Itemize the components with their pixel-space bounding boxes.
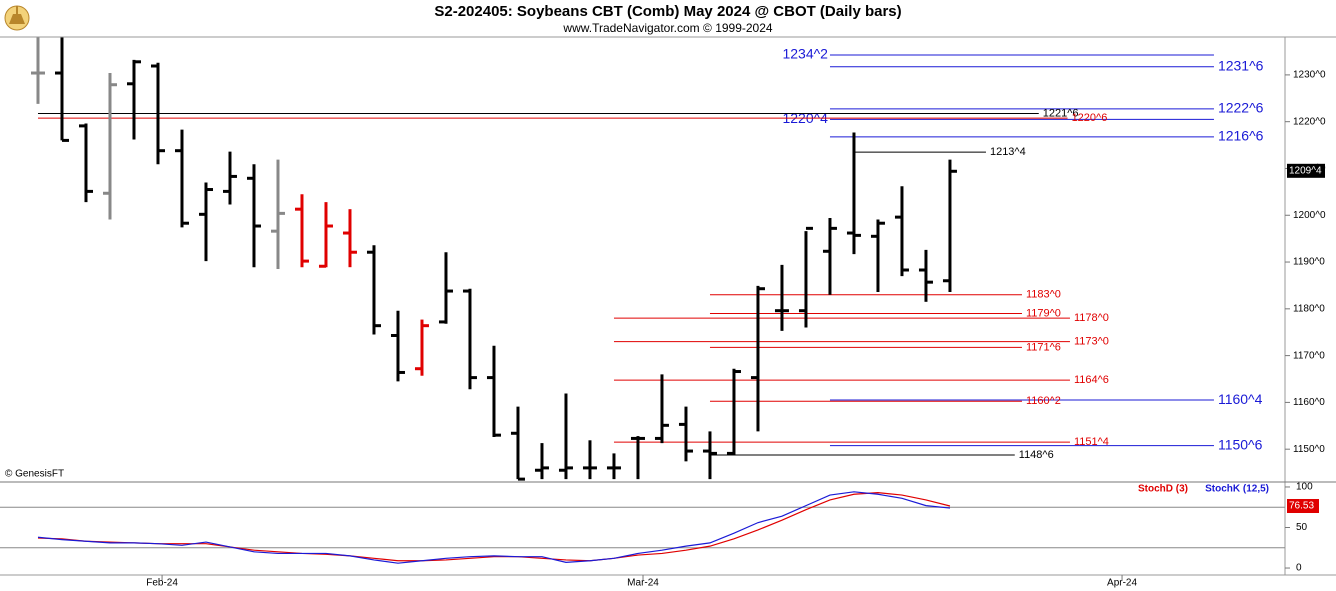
y-tick-label: 1200^0 (1293, 210, 1326, 221)
y-tick-label: 50 (1296, 522, 1308, 533)
level-label: 1151^4 (1074, 436, 1109, 448)
level-label: 1213^4 (990, 146, 1026, 158)
level-label: 1221^6 (1043, 107, 1079, 119)
level-label: 1173^0 (1074, 335, 1109, 347)
y-tick-label: 1220^0 (1293, 116, 1326, 127)
last-price-box (1287, 163, 1325, 178)
legend-entry: StochK (12,5) (1205, 484, 1269, 495)
y-tick-label: 1150^0 (1293, 444, 1325, 455)
level-label: 1222^6 (1218, 100, 1264, 116)
chart-title: S2-202405: Soybeans CBT (Comb) May 2024 … (434, 3, 901, 20)
level-label: 1178^0 (1074, 312, 1109, 324)
level-label: 1179^0 (1026, 307, 1061, 319)
x-tick-label: Mar-24 (627, 578, 659, 589)
x-tick-label: Apr-24 (1107, 578, 1137, 589)
level-label: 1216^6 (1218, 128, 1264, 144)
level-label: 1220^6 (1072, 112, 1108, 124)
level-label: 1160^4 (1218, 391, 1263, 407)
y-tick-label: 1180^0 (1293, 303, 1325, 314)
y-tick-label: 0 (1296, 563, 1302, 574)
y-tick-label: 100 (1296, 482, 1313, 493)
level-label: 1234^2 (782, 46, 828, 62)
legend-entry: StochD (3) (1138, 484, 1188, 495)
level-label: 1183^0 (1026, 289, 1061, 301)
y-tick-label: 1170^0 (1293, 350, 1325, 361)
last-value-box (1287, 498, 1319, 513)
source: © GenesisFT (5, 469, 64, 480)
y-tick-label: 1160^0 (1293, 397, 1325, 408)
level-label: 1164^6 (1074, 374, 1109, 386)
last-value-label: 76.53 (1289, 501, 1314, 512)
chart-subtitle: www.TradeNavigator.com © 1999-2024 (562, 21, 772, 35)
y-tick-label: 1230^0 (1293, 70, 1326, 81)
logo (4, 5, 30, 31)
level-label: 1160^2 (1026, 395, 1061, 407)
last-price-label: 1209^4 (1289, 165, 1322, 176)
y-tick-label: 1190^0 (1293, 257, 1325, 268)
level-label: 1148^6 (1019, 449, 1054, 461)
x-tick-label: Feb-24 (146, 578, 178, 589)
level-label: 1231^6 (1218, 57, 1264, 73)
stoch-line (37, 491, 951, 564)
level-label: 1150^6 (1218, 436, 1263, 452)
level-label: 1171^6 (1026, 341, 1061, 353)
